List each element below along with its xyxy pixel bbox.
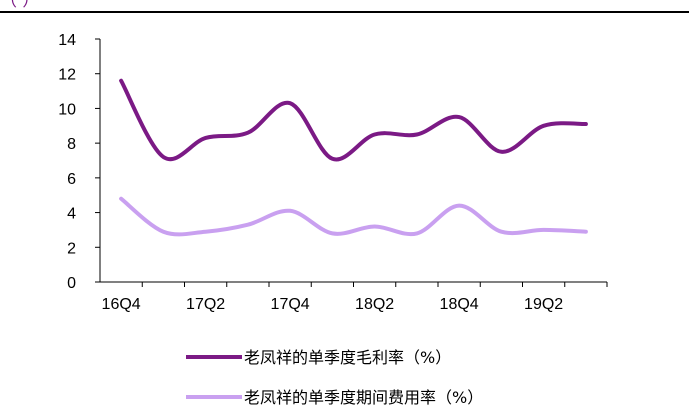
- x-axis-ticks: 16Q4 17Q2 17Q4 18Q2 18Q4 19Q2: [102, 282, 608, 313]
- y-tick-label: 0: [67, 275, 76, 292]
- x-tick-label: 19Q2: [524, 296, 563, 313]
- y-tick-label: 2: [67, 240, 76, 257]
- legend-label-2: 老凤祥的单季度期间费用率（%）: [244, 388, 483, 407]
- y-axis-ticks: 0 2 4 6 8 10 12 14: [58, 32, 100, 292]
- y-tick-label: 12: [58, 67, 76, 84]
- y-tick-label: 6: [67, 171, 76, 188]
- x-tick-label: 18Q4: [440, 296, 479, 313]
- x-tick-label: 18Q2: [355, 296, 394, 313]
- y-tick-label: 10: [58, 101, 76, 118]
- header-rule: [0, 11, 689, 13]
- x-tick-label: 17Q2: [186, 296, 225, 313]
- legend: 老凤祥的单季度毛利率（%） 老凤祥的单季度期间费用率（%）: [186, 348, 483, 407]
- legend-label-1: 老凤祥的单季度毛利率（%）: [244, 348, 451, 367]
- series-line-1: [119, 78, 588, 162]
- y-tick-label: 14: [58, 32, 76, 49]
- y-tick-label: 8: [67, 136, 76, 153]
- header-fragment-text: （ ）: [0, 0, 40, 11]
- x-tick-label: 17Q4: [271, 296, 310, 313]
- y-tick-label: 4: [67, 206, 76, 223]
- series-line-2: [119, 196, 588, 237]
- chart-axes: [99, 39, 607, 283]
- series-lines: [119, 78, 588, 237]
- header-fragment: （ ）: [0, 0, 689, 12]
- x-tick-label: 16Q4: [102, 296, 141, 313]
